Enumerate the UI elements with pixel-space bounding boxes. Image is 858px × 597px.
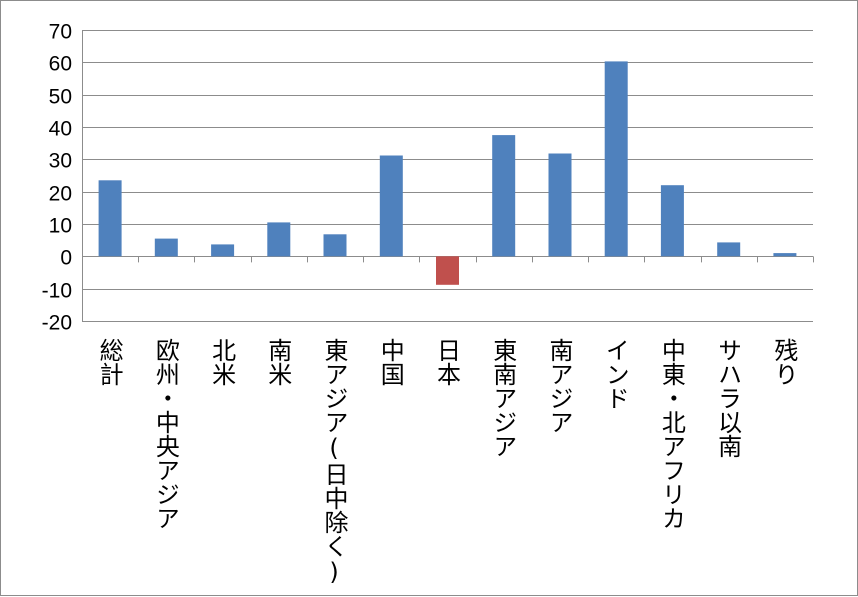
- y-tick-label: 70: [49, 21, 72, 44]
- y-tick-label: 30: [49, 150, 72, 173]
- category-label: 欧州・中央アジア: [151, 338, 180, 530]
- bar: [492, 135, 516, 257]
- bar: [436, 256, 459, 285]
- category-label: サハラ以南: [713, 338, 742, 458]
- y-tick-label: -10: [42, 280, 72, 303]
- bar: [773, 253, 797, 257]
- category-label: 東アジア(日中除く): [320, 338, 349, 586]
- y-tick-label: 10: [49, 215, 72, 238]
- y-tick-label: -20: [42, 312, 72, 335]
- bar: [323, 234, 347, 257]
- y-tick-label: 60: [49, 53, 72, 76]
- category-label: インド: [601, 338, 630, 410]
- bar: [98, 180, 122, 257]
- category-label: 残り: [769, 338, 798, 386]
- y-tick-label: 40: [49, 118, 72, 141]
- category-label: 総計: [95, 338, 124, 386]
- category-label: 中国: [376, 338, 405, 386]
- y-tick-label: 20: [49, 183, 72, 206]
- bar: [604, 61, 628, 257]
- y-tick-label: 0: [60, 247, 72, 270]
- category-label: 北米: [207, 338, 236, 386]
- bar: [660, 185, 684, 257]
- bar: [267, 222, 291, 257]
- bar: [548, 153, 572, 257]
- category-label: 中東・北アフリカ: [657, 338, 686, 530]
- bar: [154, 238, 178, 257]
- y-tick-label: 50: [49, 86, 72, 109]
- bar: [717, 242, 741, 257]
- category-label: 南アジア: [544, 338, 573, 434]
- bar: [379, 155, 403, 257]
- category-label: 日本: [432, 338, 461, 386]
- bar: [211, 244, 235, 257]
- category-label: 南米: [263, 338, 292, 386]
- category-label: 東南アジア: [488, 338, 517, 458]
